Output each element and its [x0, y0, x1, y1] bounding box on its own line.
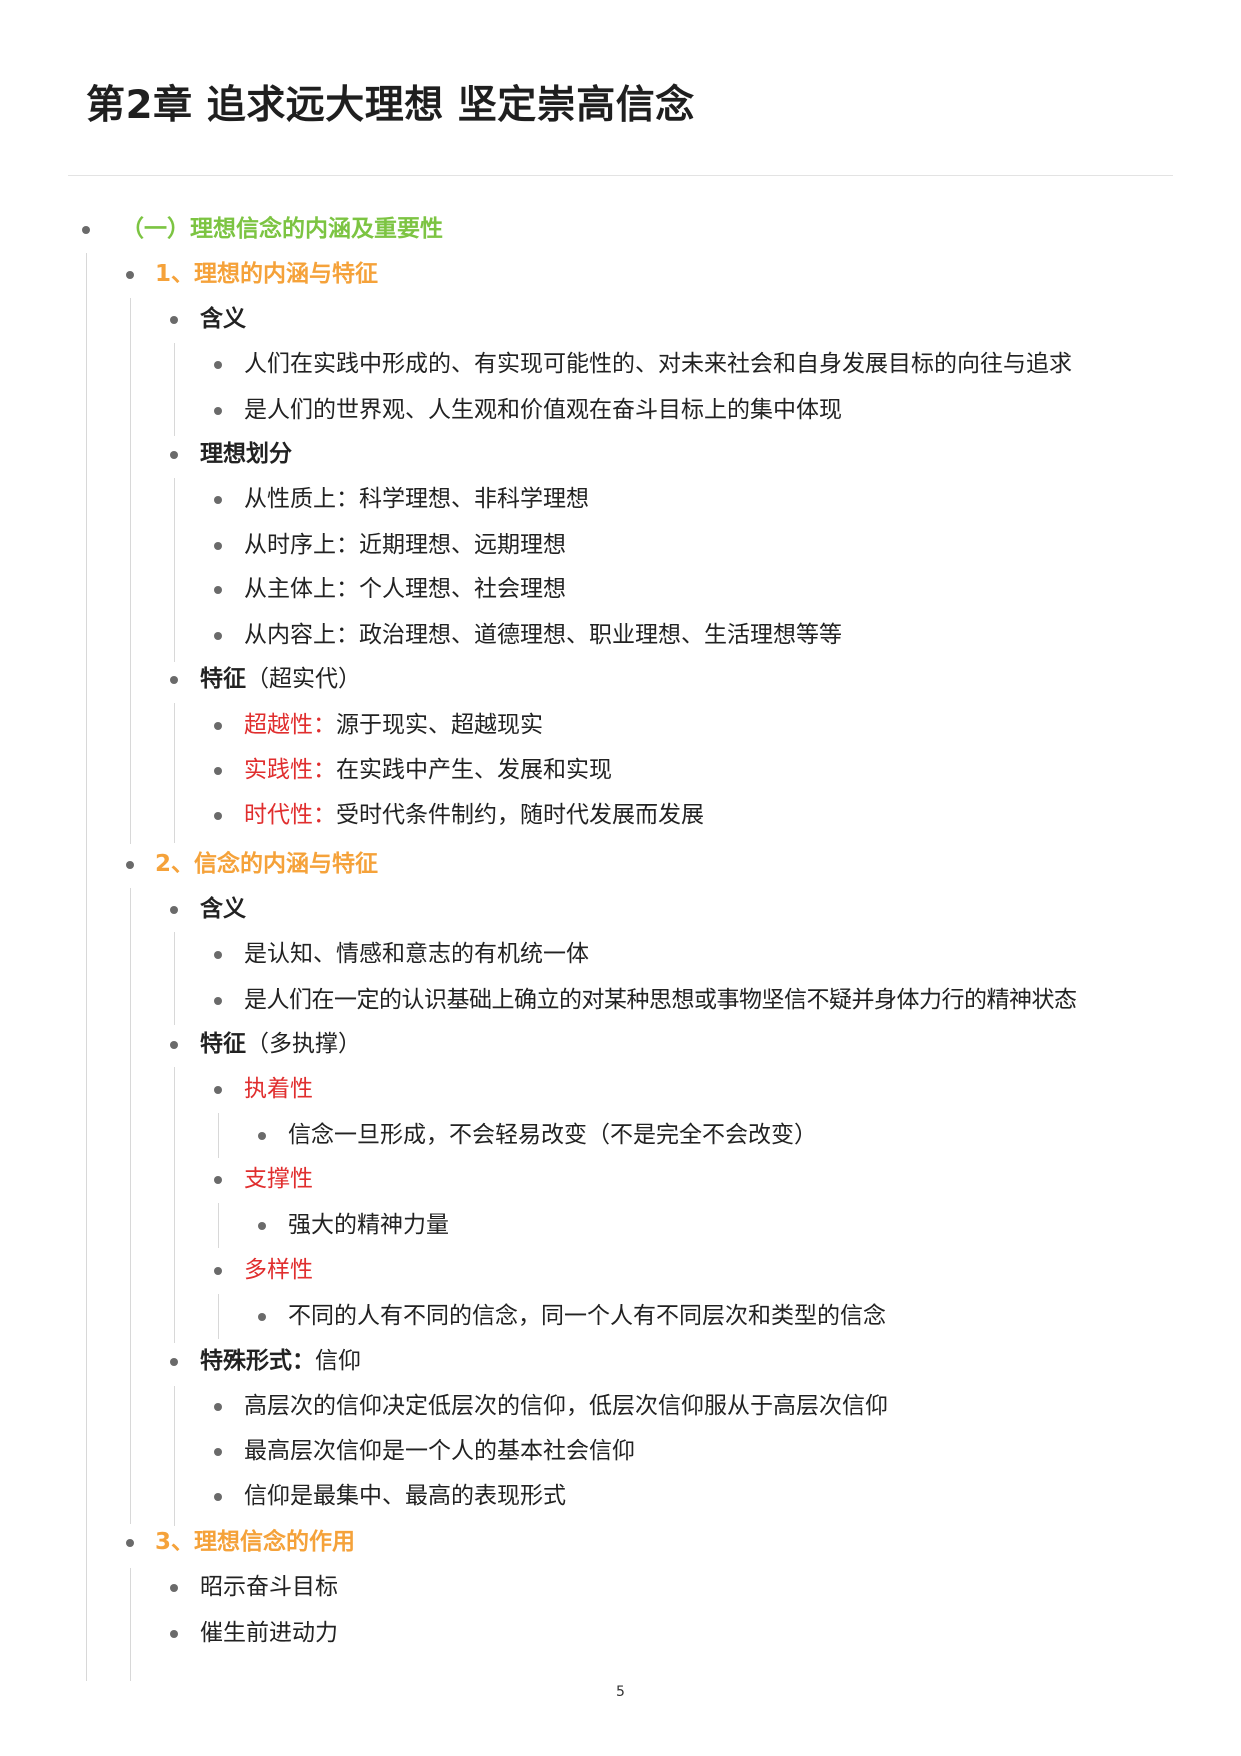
bullet — [214, 407, 222, 415]
item-text: 从时序上：近期理想、远期理想 — [244, 532, 566, 558]
bullet — [170, 1358, 178, 1366]
bullet — [214, 1493, 222, 1501]
guide-line-features1 — [174, 703, 175, 843]
feature-desc: 受时代条件制约，随时代发展而发展 — [336, 802, 704, 828]
chapter-title: 第2章 追求远大理想 坚定崇高信念 — [86, 83, 695, 128]
bullet — [170, 1584, 178, 1592]
item-text: 高层次的信仰决定低层次的信仰，低层次信仰服从于高层次信仰 — [244, 1393, 888, 1419]
subsection-heading: 3、理想信念的作用 — [155, 1529, 356, 1555]
bullet — [214, 1448, 222, 1456]
item-text: 不同的人有不同的信念，同一个人有不同层次和类型的信念 — [288, 1303, 886, 1329]
bullet — [214, 586, 222, 594]
guide-line-sub3 — [130, 1568, 131, 1681]
guide-line-diversity — [218, 1294, 219, 1339]
item-text: 从内容上：政治理想、道德理想、职业理想、生活理想等等 — [244, 622, 842, 648]
bullet — [170, 676, 178, 684]
feature-term: 支撑性 — [244, 1166, 313, 1192]
bullet — [258, 1222, 266, 1230]
item-label: 特征 — [200, 666, 246, 692]
bullet — [214, 812, 222, 820]
bullet — [170, 1041, 178, 1049]
bullet — [214, 496, 222, 504]
guide-line-level1 — [86, 253, 87, 1681]
item-label-group: 特征（超实代） — [200, 657, 361, 702]
title-divider — [68, 175, 1173, 176]
feature-text: 实践性：在实践中产生、发展和实现 — [244, 748, 612, 793]
item-label: 特征 — [200, 1031, 246, 1057]
bullet — [82, 226, 90, 234]
bullet — [170, 316, 178, 324]
item-text: 是人们在一定的认识基础上确立的对某种思想或事物坚信不疑并身体力行的精神状态 — [244, 987, 1077, 1013]
bullet — [258, 1313, 266, 1321]
item-text: 强大的精神力量 — [288, 1212, 449, 1238]
bullet — [214, 722, 222, 730]
bullet — [214, 632, 222, 640]
bullet — [214, 361, 222, 369]
feature-term: 实践性： — [244, 757, 336, 783]
item-text: 昭示奋斗目标 — [200, 1574, 338, 1600]
feature-term: 执着性 — [244, 1076, 313, 1102]
bullet — [214, 951, 222, 959]
item-text: 从主体上：个人理想、社会理想 — [244, 576, 566, 602]
page-number: 5 — [616, 1684, 625, 1700]
bullet — [214, 542, 222, 550]
subsection-heading: 2、信念的内涵与特征 — [155, 851, 379, 877]
bullet — [214, 767, 222, 775]
guide-line-support — [218, 1203, 219, 1248]
feature-desc: 在实践中产生、发展和实现 — [336, 757, 612, 783]
guide-line-sub1 — [130, 298, 131, 844]
bullet — [170, 906, 178, 914]
item-value: 信仰 — [315, 1348, 361, 1374]
bullet — [126, 271, 134, 279]
item-text: 从性质上：科学理想、非科学理想 — [244, 486, 589, 512]
feature-text: 时代性：受时代条件制约，随时代发展而发展 — [244, 793, 704, 838]
guide-line-features2 — [174, 1067, 175, 1343]
item-note: （超实代） — [246, 666, 361, 692]
item-text: 人们在实践中形成的、有实现可能性的、对未来社会和自身发展目标的向往与追求 — [244, 351, 1072, 377]
bullet — [214, 997, 222, 1005]
bullet — [258, 1132, 266, 1140]
feature-term: 超越性： — [244, 712, 336, 738]
item-text: 信念一旦形成，不会轻易改变（不是完全不会改变） — [288, 1122, 817, 1148]
item-label: 含义 — [200, 306, 246, 332]
item-label-group: 特征（多执撑） — [200, 1022, 361, 1067]
section-heading: （一）理想信念的内涵及重要性 — [121, 216, 443, 242]
feature-desc: 源于现实、超越现实 — [336, 712, 543, 738]
guide-line-meaning2 — [174, 932, 175, 1025]
item-label: 理想划分 — [200, 441, 292, 467]
item-text: 信仰是最集中、最高的表现形式 — [244, 1483, 566, 1509]
item-text: 是人们的世界观、人生观和价值观在奋斗目标上的集中体现 — [244, 397, 842, 423]
feature-text: 超越性：源于现实、超越现实 — [244, 703, 543, 748]
bullet — [214, 1403, 222, 1411]
bullet — [214, 1176, 222, 1184]
item-note: （多执撑） — [246, 1031, 361, 1057]
guide-line-meaning1 — [174, 343, 175, 436]
item-text: 最高层次信仰是一个人的基本社会信仰 — [244, 1438, 635, 1464]
bullet — [214, 1086, 222, 1094]
guide-line-division — [174, 478, 175, 662]
item-text: 催生前进动力 — [200, 1620, 338, 1646]
bullet — [126, 1539, 134, 1547]
item-label-group: 特殊形式：信仰 — [200, 1339, 361, 1384]
item-label: 特殊形式： — [200, 1348, 315, 1374]
subsection-heading: 1、理想的内涵与特征 — [155, 261, 379, 287]
feature-term: 时代性： — [244, 802, 336, 828]
guide-line-persist — [218, 1113, 219, 1158]
guide-line-sub2 — [130, 888, 131, 1524]
bullet — [170, 1630, 178, 1638]
feature-term: 多样性 — [244, 1257, 313, 1283]
item-text: 是认知、情感和意志的有机统一体 — [244, 941, 589, 967]
bullet — [170, 451, 178, 459]
bullet — [214, 1267, 222, 1275]
item-label: 含义 — [200, 896, 246, 922]
bullet — [126, 861, 134, 869]
guide-line-special — [174, 1386, 175, 1526]
